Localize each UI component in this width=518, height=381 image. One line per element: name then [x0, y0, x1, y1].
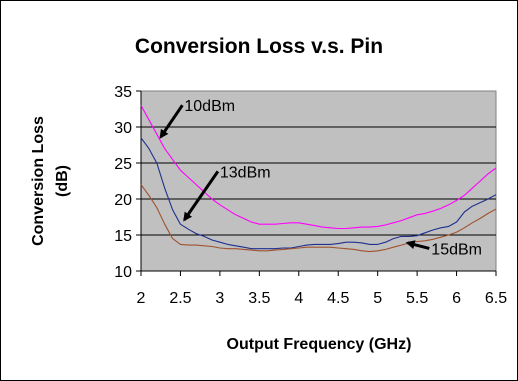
x-tick-label: 2.5: [169, 290, 191, 307]
x-axis-ticks: 2 2.5 3 3.5 4 4.5 5 5.5 6 6.5: [137, 91, 507, 307]
annotation-label: 10dBm: [184, 98, 235, 115]
x-tick-label: 2: [137, 290, 146, 307]
plot-area: [140, 90, 497, 272]
x-tick-label: 5.5: [406, 290, 428, 307]
series-line-10dBm: [140, 105, 497, 230]
y-tick-label: 10: [114, 264, 132, 281]
y-axis-ticks: 10 15 20 25 30 35: [114, 84, 141, 281]
y-tick-label: 30: [114, 120, 132, 137]
x-tick-label: 3.5: [248, 290, 270, 307]
annotation-arrow: [183, 170, 220, 222]
x-tick-label: 5: [373, 290, 382, 307]
y-axis-label-line2: (dB): [54, 165, 71, 197]
series-line-13dBm: [140, 137, 497, 250]
annotation-label: 13dBm: [220, 164, 271, 181]
y-tick-label: 20: [114, 192, 132, 209]
x-tick-label: 4.5: [327, 290, 349, 307]
annotations: 10dBm 13dBm 15dBm: [159, 98, 482, 258]
annotation-arrow: [405, 240, 430, 250]
y-tick-label: 35: [114, 84, 132, 101]
series-lines: [140, 105, 497, 253]
series-line-15dBm: [140, 184, 497, 253]
x-tick-label: 4: [294, 290, 303, 307]
y-tick-label: 15: [114, 228, 132, 245]
x-tick-label: 6.5: [485, 290, 507, 307]
x-axis-label: Output Frequency (GHz): [227, 336, 412, 353]
annotation-label: 15dBm: [431, 241, 482, 258]
x-tick-label: 6: [452, 290, 461, 307]
chart-title: Conversion Loss v.s. Pin: [135, 35, 383, 58]
y-axis-label-line1: Conversion Loss: [30, 116, 47, 246]
x-tick-label: 3: [215, 290, 224, 307]
y-tick-label: 25: [114, 156, 132, 173]
annotation-arrow: [159, 104, 184, 139]
